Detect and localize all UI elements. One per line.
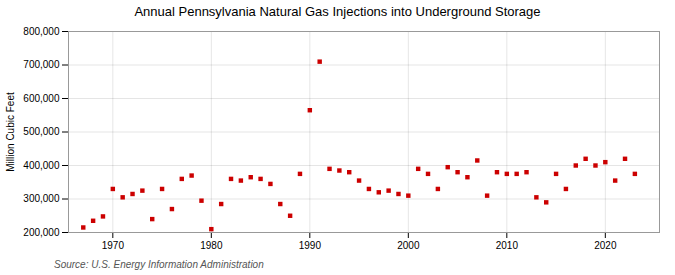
svg-text:500,000: 500,000 bbox=[23, 126, 60, 137]
svg-text:1970: 1970 bbox=[102, 240, 125, 251]
svg-text:Million Cubic Feet: Million Cubic Feet bbox=[5, 92, 16, 172]
svg-text:2000: 2000 bbox=[397, 240, 420, 251]
svg-text:2010: 2010 bbox=[496, 240, 519, 251]
svg-text:400,000: 400,000 bbox=[23, 160, 60, 171]
html-text:Annual Pennsylvania Natural Ga: Annual Pennsylvania Natural Gas Injectio… bbox=[134, 4, 541, 19]
svg-text:1980: 1980 bbox=[200, 240, 223, 251]
svg-text:1990: 1990 bbox=[299, 240, 322, 251]
svg-text:700,000: 700,000 bbox=[23, 59, 60, 70]
svg-text:2020: 2020 bbox=[594, 240, 617, 251]
svg-text:800,000: 800,000 bbox=[23, 26, 60, 37]
svg-text:200,000: 200,000 bbox=[23, 227, 60, 238]
svg-text:300,000: 300,000 bbox=[23, 193, 60, 204]
html-text:Source: U.S. Energy Informatio: Source: U.S. Energy Information Administ… bbox=[54, 259, 264, 270]
svg-text:600,000: 600,000 bbox=[23, 93, 60, 104]
